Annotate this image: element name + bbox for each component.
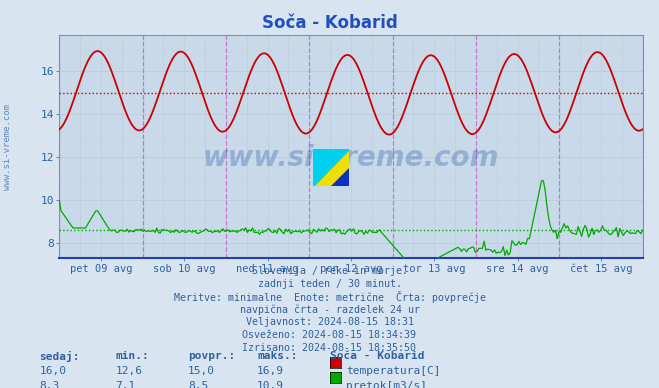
Text: pretok[m3/s]: pretok[m3/s]	[346, 381, 427, 388]
Text: www.si-vreme.com: www.si-vreme.com	[203, 144, 499, 171]
Text: 16,0: 16,0	[40, 366, 67, 376]
Text: 8,3: 8,3	[40, 381, 60, 388]
Text: 15,0: 15,0	[188, 366, 215, 376]
Polygon shape	[313, 149, 349, 186]
Polygon shape	[313, 149, 349, 186]
Text: min.:: min.:	[115, 351, 149, 361]
Text: Izrisano: 2024-08-15 18:35:50: Izrisano: 2024-08-15 18:35:50	[243, 343, 416, 353]
Text: Osveženo: 2024-08-15 18:34:39: Osveženo: 2024-08-15 18:34:39	[243, 330, 416, 340]
Text: Soča - Kobarid: Soča - Kobarid	[330, 351, 424, 361]
Text: www.si-vreme.com: www.si-vreme.com	[3, 104, 13, 191]
Text: 12,6: 12,6	[115, 366, 142, 376]
Text: sedaj:: sedaj:	[40, 351, 80, 362]
Text: povpr.:: povpr.:	[188, 351, 235, 361]
Text: navpična črta - razdelek 24 ur: navpična črta - razdelek 24 ur	[239, 304, 420, 315]
Text: 7,1: 7,1	[115, 381, 136, 388]
Polygon shape	[331, 168, 349, 186]
Text: temperatura[C]: temperatura[C]	[346, 366, 440, 376]
Text: 10,9: 10,9	[257, 381, 284, 388]
Text: Meritve: minimalne  Enote: metrične  Črta: povprečje: Meritve: minimalne Enote: metrične Črta:…	[173, 291, 486, 303]
Text: Slovenija / reke in morje.: Slovenija / reke in morje.	[252, 266, 407, 276]
Text: 16,9: 16,9	[257, 366, 284, 376]
Text: Veljavnost: 2024-08-15 18:31: Veljavnost: 2024-08-15 18:31	[246, 317, 413, 327]
Text: zadnji teden / 30 minut.: zadnji teden / 30 minut.	[258, 279, 401, 289]
Text: maks.:: maks.:	[257, 351, 297, 361]
Text: 8,5: 8,5	[188, 381, 208, 388]
Text: Soča - Kobarid: Soča - Kobarid	[262, 14, 397, 31]
